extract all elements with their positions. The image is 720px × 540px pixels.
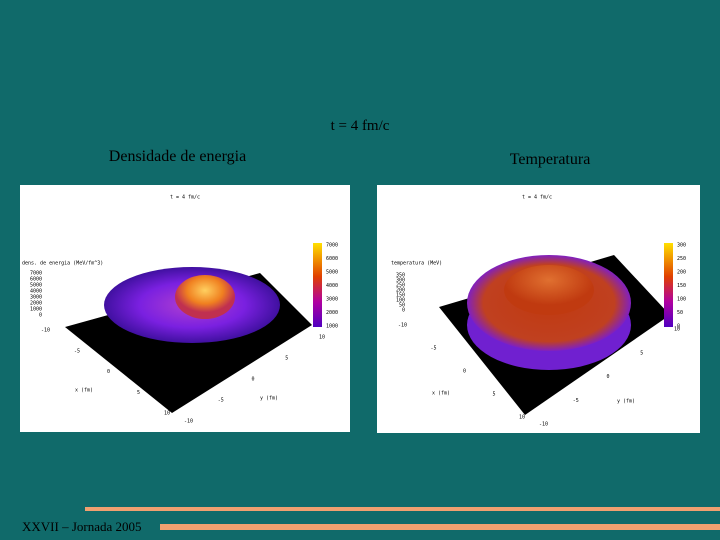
z-tick-label: 4000 xyxy=(30,289,42,295)
plot-title: t = 4 fm/c xyxy=(522,195,552,201)
surface-top xyxy=(504,265,594,315)
z-label: temperatura (MeV) xyxy=(391,261,442,267)
colorbar-tick-label: 250 xyxy=(677,256,686,262)
colorbar-tick-label: 1000 xyxy=(326,324,338,330)
y-tick-label: 0 xyxy=(252,377,255,383)
z-tick-label: 7000 xyxy=(30,271,42,277)
z-tick-label: 0 xyxy=(402,308,405,314)
y-label: y (fm) xyxy=(617,399,635,405)
colorbar-tick-label: 150 xyxy=(677,283,686,289)
footer-bar xyxy=(85,507,720,511)
x-label: x (fm) xyxy=(432,391,450,397)
colorbar-tick-label: 4000 xyxy=(326,283,338,289)
z-tick-label: 200 xyxy=(396,288,405,294)
colorbar-tick-label: 200 xyxy=(677,270,686,276)
z-tick-label: 350 xyxy=(396,273,405,279)
y-tick-label: 10 xyxy=(674,327,680,333)
colorbar-tick-label: 6000 xyxy=(326,256,338,262)
plot-image: t = 4 fm/c dens. de energia (MeV/fm^3) 700… xyxy=(20,185,350,432)
x-tick-label: 5 xyxy=(492,392,495,398)
z-tick-label: 3000 xyxy=(30,295,42,301)
z-tick-label: 100 xyxy=(396,298,405,304)
x-label: x (fm) xyxy=(75,388,93,394)
y-tick-label: -5 xyxy=(218,398,224,404)
slide-title: t = 4 fm/c xyxy=(330,118,390,134)
x-tick-label: 5 xyxy=(137,390,140,396)
z-tick-label: 1000 xyxy=(30,307,42,313)
y-label: y (fm) xyxy=(260,396,278,402)
footer-bar xyxy=(160,524,720,530)
y-tick-label: 10 xyxy=(319,335,325,341)
y-tick-label: 0 xyxy=(607,374,610,380)
z-tick-label: 2000 xyxy=(30,301,42,307)
x-tick-label: 0 xyxy=(463,369,466,375)
colorbar-tick-label: 300 xyxy=(677,243,686,249)
x-tick-label: -5 xyxy=(430,346,436,352)
colorbar xyxy=(313,243,322,327)
colorbar-tick-label: 7000 xyxy=(326,243,338,249)
y-tick-label: -5 xyxy=(573,398,579,404)
panel-heading: Densidade de energia xyxy=(108,148,247,165)
surface-peak xyxy=(175,275,235,319)
x-tick-label: 0 xyxy=(107,369,110,375)
x-tick-label: -10 xyxy=(398,323,407,329)
y-tick-label: 5 xyxy=(285,356,288,362)
colorbar-tick-label: 3000 xyxy=(326,297,338,303)
z-tick-label: 6000 xyxy=(30,277,42,283)
z-tick-label: 250 xyxy=(396,283,405,289)
colorbar-tick-label: 100 xyxy=(677,297,686,303)
colorbar-tick-label: 0 xyxy=(677,324,680,330)
z-tick-label: 300 xyxy=(396,278,405,284)
x-tick-label: 10 xyxy=(164,411,170,417)
colorbar-tick-label: 50 xyxy=(677,310,683,316)
plot-title: t = 4 fm/c xyxy=(170,195,200,201)
y-tick-label: -10 xyxy=(539,422,548,428)
y-tick-label: -10 xyxy=(184,419,193,425)
colorbar-tick-label: 5000 xyxy=(326,270,338,276)
footer-text: XXVII – Jornada 2005 xyxy=(22,519,142,534)
z-tick-label: 0 xyxy=(39,313,42,319)
y-tick-label: 5 xyxy=(640,350,643,356)
colorbar xyxy=(664,243,673,327)
z-tick-label: 50 xyxy=(399,303,405,309)
z-tick-label: 5000 xyxy=(30,283,42,289)
z-label: dens. de energia (MeV/fm^3) xyxy=(22,261,103,267)
panel-heading: Temperatura xyxy=(509,151,591,168)
x-tick-label: -10 xyxy=(41,328,50,334)
colorbar-tick-label: 2000 xyxy=(326,310,338,316)
x-tick-label: 10 xyxy=(519,415,525,421)
x-tick-label: -5 xyxy=(74,348,80,354)
z-tick-label: 150 xyxy=(396,293,405,299)
